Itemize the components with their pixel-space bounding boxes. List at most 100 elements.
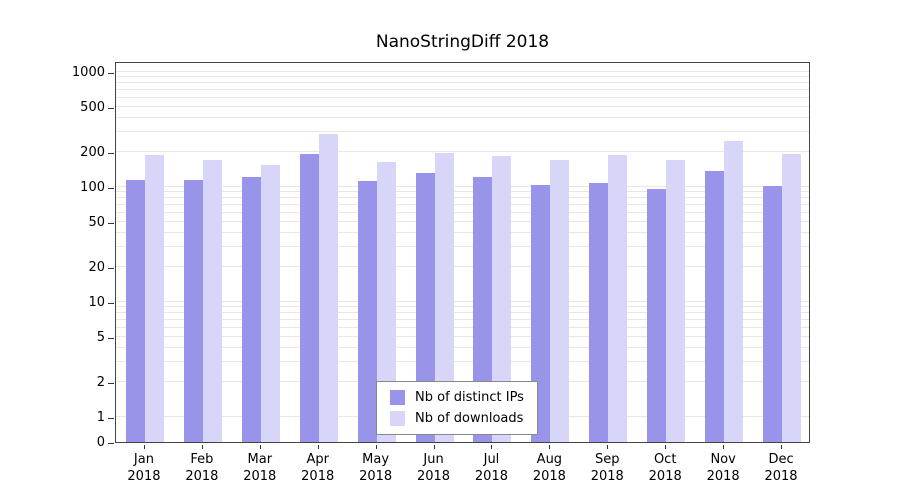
bar-distinct-ips-sep	[589, 183, 609, 442]
y-axis-label-0: 0	[96, 435, 105, 450]
bar-downloads-mar	[260, 165, 280, 442]
x-tick-mar	[259, 445, 261, 449]
gridline-100	[116, 186, 809, 187]
gridline-50	[116, 220, 809, 222]
bar-downloads-jun	[434, 153, 454, 442]
plot-area: Nb of distinct IPs Nb of downloads	[115, 62, 810, 443]
y-tick-50	[108, 222, 114, 224]
x-tick-sep	[607, 445, 609, 449]
y-tick-0	[108, 443, 114, 444]
y-axis-label-10: 10	[88, 295, 105, 310]
bar-downloads-nov	[724, 140, 744, 442]
gridline-7	[116, 318, 809, 320]
bar-distinct-ips-mar	[241, 177, 261, 442]
legend-label-downloads: Nb of downloads	[415, 411, 524, 426]
y-tick-20	[108, 268, 114, 270]
bar-distinct-ips-jun	[415, 173, 435, 442]
y-axis-label-50: 50	[88, 214, 105, 230]
x-axis-label-oct: Oct 2018	[648, 452, 682, 484]
x-tick-jan	[143, 445, 145, 449]
legend-item-distinct-ips: Nb of distinct IPs	[390, 390, 524, 405]
x-axis-label-nov: Nov 2018	[706, 452, 740, 484]
x-axis-label-mar: Mar 2018	[243, 452, 277, 484]
y-tick-100	[108, 188, 114, 189]
y-axis-label-20: 20	[88, 260, 105, 276]
bar-downloads-aug	[550, 159, 570, 442]
legend-item-downloads: Nb of downloads	[390, 411, 524, 426]
bar-distinct-ips-jan	[125, 180, 145, 442]
x-tick-jun	[433, 445, 435, 449]
x-tick-feb	[201, 445, 203, 449]
legend-label-distinct-ips: Nb of distinct IPs	[415, 390, 524, 405]
gridline-600	[116, 96, 809, 98]
gridline-5	[116, 335, 809, 337]
gridline-800	[116, 82, 809, 84]
bar-distinct-ips-may	[357, 181, 377, 442]
x-tick-oct	[665, 445, 667, 449]
y-axis-label-500: 500	[80, 99, 105, 115]
y-tick-5	[108, 337, 114, 339]
gridline-90	[116, 191, 809, 193]
gridline-700	[116, 88, 809, 90]
x-tick-jul	[491, 445, 493, 449]
x-axis-label-aug: Aug 2018	[532, 452, 566, 484]
legend-swatch-downloads	[390, 411, 405, 426]
x-axis-label-apr: Apr 2018	[301, 452, 335, 484]
gridline-3	[116, 361, 809, 363]
gridline-500	[116, 105, 809, 107]
gridline-300	[116, 131, 809, 133]
x-tick-nov	[723, 445, 725, 449]
y-axis-label-200: 200	[80, 145, 105, 161]
gridline-30	[116, 246, 809, 248]
bar-downloads-may	[376, 162, 396, 442]
y-tick-500	[108, 107, 114, 109]
gridline-9	[116, 306, 809, 308]
bar-distinct-ips-dec	[763, 186, 783, 442]
x-axis-label-jul: Jul 2018	[474, 452, 508, 484]
x-axis-label-feb: Feb 2018	[185, 452, 219, 484]
y-axis-label-2: 2	[96, 375, 105, 391]
y-axis-label-1000: 1000	[71, 65, 105, 80]
gridline-1000	[116, 71, 809, 72]
bar-distinct-ips-apr	[299, 154, 319, 442]
gridline-900	[116, 76, 809, 78]
x-tick-may	[375, 445, 377, 449]
y-axis-label-1: 1	[96, 410, 105, 425]
y-tick-1000	[108, 73, 114, 74]
bar-downloads-feb	[202, 159, 222, 442]
y-tick-1	[108, 418, 114, 419]
gridline-20	[116, 266, 809, 268]
gridline-8	[116, 312, 809, 314]
gridline-200	[116, 151, 809, 153]
x-tick-apr	[317, 445, 319, 449]
bar-distinct-ips-feb	[183, 180, 203, 442]
gridline-80	[116, 197, 809, 199]
gridline-70	[116, 203, 809, 205]
bar-downloads-jul	[492, 156, 512, 442]
gridline-400	[116, 116, 809, 118]
bar-distinct-ips-jul	[473, 177, 493, 442]
legend-swatch-distinct-ips	[390, 390, 405, 405]
x-tick-aug	[549, 445, 551, 449]
legend: Nb of distinct IPs Nb of downloads	[376, 381, 538, 435]
gridline-6	[116, 326, 809, 328]
bar-downloads-dec	[782, 154, 802, 442]
y-tick-200	[108, 153, 114, 155]
x-axis-label-jan: Jan 2018	[127, 452, 161, 484]
x-axis-label-jun: Jun 2018	[416, 452, 451, 484]
gridline-60	[116, 211, 809, 213]
gridline-10	[116, 301, 809, 302]
bar-downloads-jan	[144, 154, 164, 442]
y-axis-label-100: 100	[80, 180, 105, 195]
bar-downloads-apr	[318, 133, 338, 442]
bar-downloads-oct	[666, 159, 686, 442]
bar-distinct-ips-nov	[705, 170, 725, 442]
y-tick-10	[108, 303, 114, 304]
y-axis-label-5: 5	[96, 329, 105, 345]
gridline-4	[116, 346, 809, 348]
x-axis-label-dec: Dec 2018	[764, 452, 798, 484]
bar-distinct-ips-aug	[531, 184, 551, 442]
x-axis-label-may: May 2018	[359, 452, 393, 484]
bar-distinct-ips-oct	[647, 188, 667, 442]
